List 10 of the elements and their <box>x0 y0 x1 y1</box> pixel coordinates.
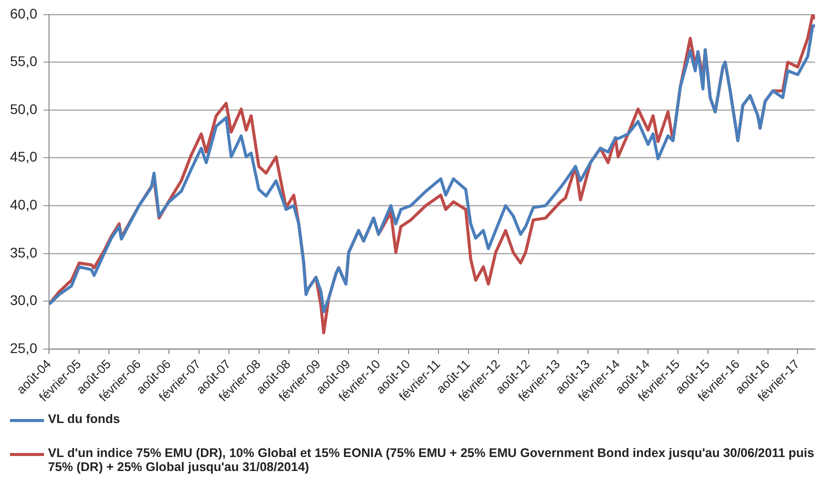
y-tick-label: 55,0 <box>10 53 38 70</box>
y-tick-label: 40,0 <box>10 196 38 212</box>
y-tick-label: 30,0 <box>10 292 38 308</box>
legend-label: VL d'un indice 75% EMU (DR), 10% Global et 15% EONIA (75% EMU + 25% EMU Government Bond index jusqu'au 30/06/2011 puis 75% (DR) + 25% Global jusqu'au 31/08/2014) <box>48 446 816 474</box>
y-tick-label: 35,0 <box>10 244 38 260</box>
y-tick-label: 45,0 <box>10 148 38 165</box>
y-tick-label: 60,0 <box>10 5 38 22</box>
legend-label: VL du fonds <box>48 412 120 426</box>
y-tick-label: 25,0 <box>10 340 38 356</box>
y-tick-label: 50,0 <box>10 100 38 117</box>
